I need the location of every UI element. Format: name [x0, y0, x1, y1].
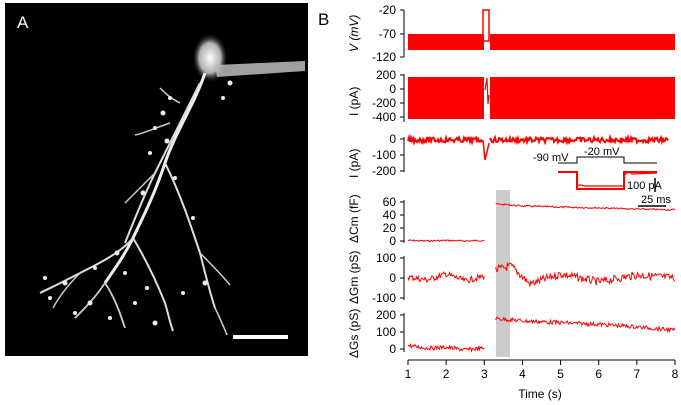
tick-label: 200 [376, 308, 396, 322]
tick-label: -200 [372, 164, 396, 178]
voltage-trace-pre [408, 34, 484, 50]
gs-trace-post [495, 316, 676, 334]
tick-label: -120 [372, 50, 396, 64]
tick-label: 0 [389, 234, 396, 248]
tick-label: 40 [383, 208, 397, 222]
tick-label: 100 [376, 325, 396, 339]
x-axis-label: Time (s) [518, 387, 562, 401]
cm-trace-post [495, 202, 676, 211]
x-tick-label: 2 [443, 367, 450, 381]
current-trace-pre [408, 77, 484, 119]
x-axis: 1 2 3 4 5 6 7 8 Time (s) [405, 359, 679, 401]
tick-label: 20 [383, 221, 397, 235]
gs-trace-pre [407, 342, 485, 353]
x-tick-label: 5 [557, 367, 564, 381]
micrograph-panel: A [5, 3, 308, 356]
x-tick-label: 7 [634, 367, 641, 381]
axon [215, 61, 305, 77]
tick-label: 0 [389, 271, 396, 285]
x-tick-label: 4 [519, 367, 526, 381]
inset-scale-time: 25 ms [641, 194, 671, 206]
tick-label: -400 [372, 110, 396, 124]
voltage-step [482, 9, 490, 42]
dendrite-main [103, 72, 207, 284]
gm-plot: 100 0 -100 ΔGm (pS) [347, 251, 676, 305]
cm-plot: 60 40 20 0 ΔCm (fF) [347, 194, 676, 248]
current-trace-3 [407, 133, 669, 147]
x-tick-label: 8 [672, 367, 679, 381]
tick-label: -20 [379, 3, 397, 17]
inset-scale-current: 100 pA [627, 180, 663, 192]
tick-label: -100 [372, 148, 396, 162]
gs-plot: 200 100 0 ΔGs (pS) [347, 308, 676, 358]
cm-trace-pre [407, 239, 485, 243]
tick-label: 0 [389, 82, 396, 96]
x-tick-label: 6 [595, 367, 602, 381]
voltage-plot: -20 -70 -120 V (mV) [347, 3, 675, 64]
tick-label: -100 [372, 291, 396, 305]
y-axis-label: V (mV) [347, 15, 361, 52]
tick-label: 0 [389, 342, 396, 356]
y-axis-label: ΔGs (pS) [347, 309, 361, 358]
y-axis-label: I (pA) [347, 149, 361, 178]
inset: -90 mV -20 mV 100 pA 25 ms [533, 146, 671, 207]
voltage-trace-post [490, 34, 675, 50]
tick-label: 60 [383, 195, 397, 209]
tick-label: 100 [376, 251, 396, 265]
inset-label-hold: -90 mV [533, 152, 569, 164]
panel-a-label: A [17, 13, 29, 32]
gm-trace-pre [407, 270, 485, 284]
tick-label: 200 [376, 68, 396, 82]
current-plot-2: 0 -100 -200 I (pA) -90 mV -20 mV 100 pA … [347, 132, 671, 207]
tick-label: 0 [389, 132, 396, 146]
panel-b-label: B [318, 10, 330, 29]
x-tick-label: 1 [405, 367, 412, 381]
y-axis-label: ΔCm (fF) [347, 194, 361, 243]
inset-label-step: -20 mV [584, 146, 620, 158]
scale-bar [233, 335, 288, 339]
y-axis-label: I (pA) [347, 87, 361, 116]
current-trace-post [490, 77, 675, 119]
y-axis-label: ΔGm (pS) [347, 251, 361, 304]
current-plot: 200 0 -200 -400 I (pA) [347, 68, 675, 124]
gm-trace-post [495, 262, 676, 287]
x-tick-label: 3 [481, 367, 488, 381]
neuron-image [39, 33, 305, 339]
tick-label: -200 [372, 96, 396, 110]
tick-label: -70 [379, 27, 397, 41]
shaded-interval [496, 190, 510, 357]
